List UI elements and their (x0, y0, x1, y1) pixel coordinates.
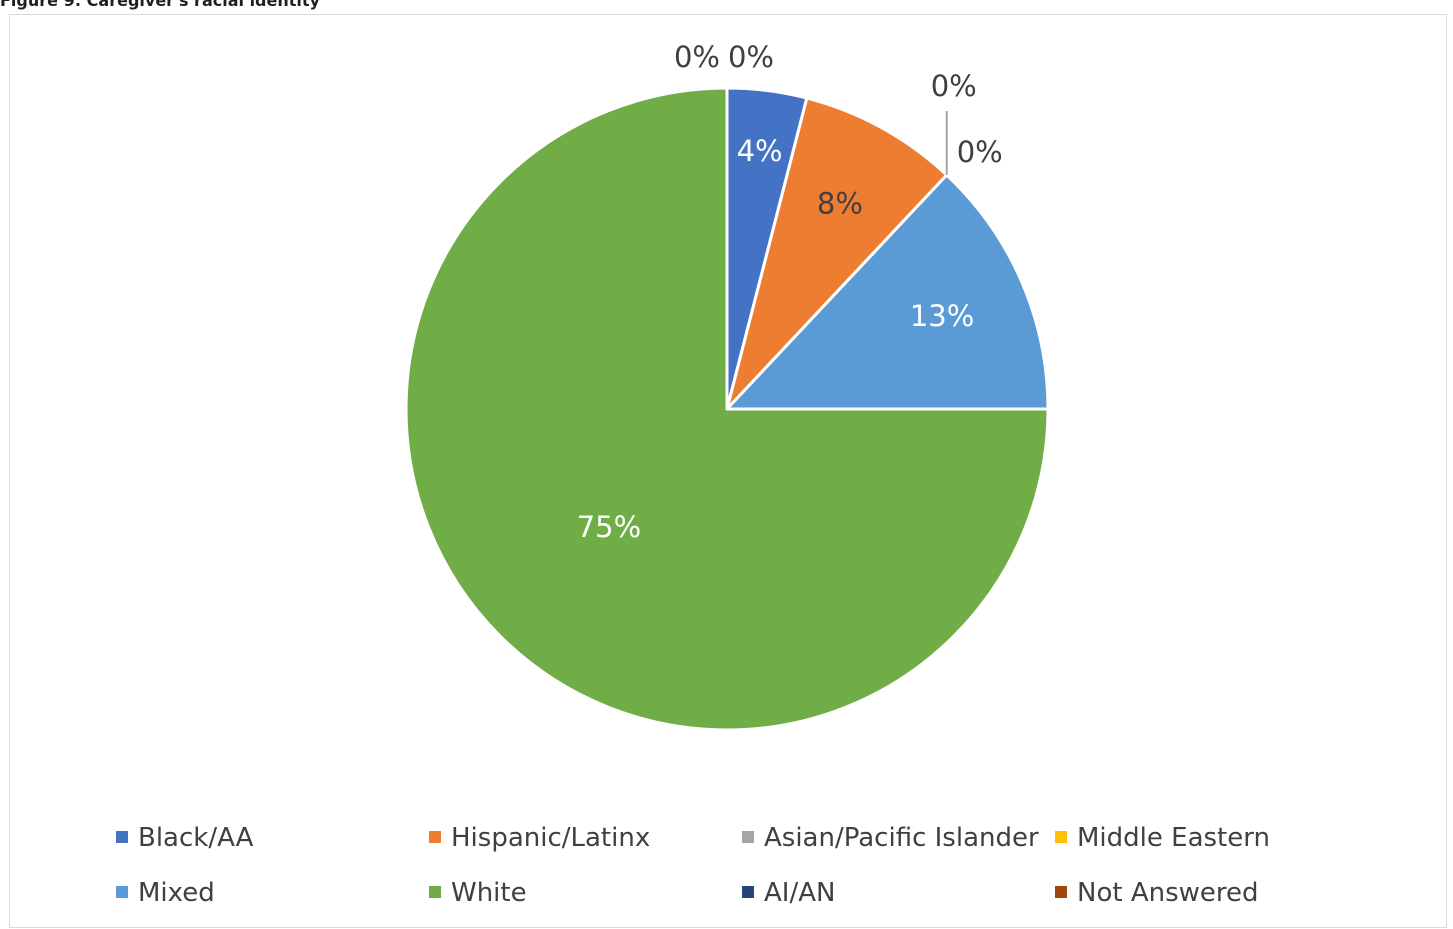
legend-swatch-middle-eastern (1055, 831, 1067, 843)
legend: Black/AA Hispanic/Latinx Asian/Pacific Isl… (116, 823, 1270, 908)
legend-item-white: White (429, 878, 527, 908)
legend-item-black-aa: Black/AA (116, 823, 254, 853)
data-label-white: 75% (577, 510, 641, 544)
data-label-not-answered: 0% (728, 40, 774, 74)
legend-label-middle-eastern: Middle Eastern (1077, 823, 1270, 853)
figure-caption: Figure 9: Caregiver's racial identity (0, 0, 320, 10)
legend-swatch-mixed (116, 886, 128, 898)
pie-slice-hispanic-latinx (725, 96, 949, 411)
legend-label-hispanic-latinx: Hispanic/Latinx (451, 823, 650, 853)
legend-label-white: White (451, 878, 527, 908)
legend-swatch-asian-pacific-islander (742, 831, 754, 843)
legend-item-mixed: Mixed (116, 878, 215, 908)
legend-item-hispanic-latinx: Hispanic/Latinx (429, 823, 650, 853)
data-label-hispanic-latinx: 8% (817, 187, 863, 221)
pie-slices (404, 86, 1050, 732)
legend-label-mixed: Mixed (138, 878, 215, 908)
legend-item-ai-an: AI/AN (742, 878, 835, 908)
legend-swatch-black-aa (116, 831, 128, 843)
legend-label-not-answered: Not Answered (1077, 878, 1259, 908)
data-label-ai-an: 0% (674, 40, 720, 74)
data-label-asian-pacific-islander: 0% (931, 69, 977, 103)
data-labels: 4%8%13%75%0% 0%0%0% (577, 40, 1003, 544)
legend-item-middle-eastern: Middle Eastern (1055, 823, 1270, 853)
legend-swatch-white (429, 886, 441, 898)
data-label-black-aa: 4% (737, 134, 783, 168)
legend-swatch-hispanic-latinx (429, 831, 441, 843)
legend-item-asian-pacific-islander: Asian/Pacific Islander (742, 823, 1039, 853)
data-label-mixed: 13% (910, 299, 974, 333)
data-label-middle-eastern: 0% (957, 135, 1003, 169)
pie-slice-white (404, 86, 1050, 732)
legend-swatch-not-answered (1055, 886, 1067, 898)
pie-slice-mixed (725, 173, 1050, 411)
legend-label-black-aa: Black/AA (138, 823, 254, 853)
legend-label-ai-an: AI/AN (764, 878, 835, 908)
legend-item-not-answered: Not Answered (1055, 878, 1259, 908)
legend-label-asian-pacific-islander: Asian/Pacific Islander (764, 823, 1039, 853)
legend-swatch-ai-an (742, 886, 754, 898)
